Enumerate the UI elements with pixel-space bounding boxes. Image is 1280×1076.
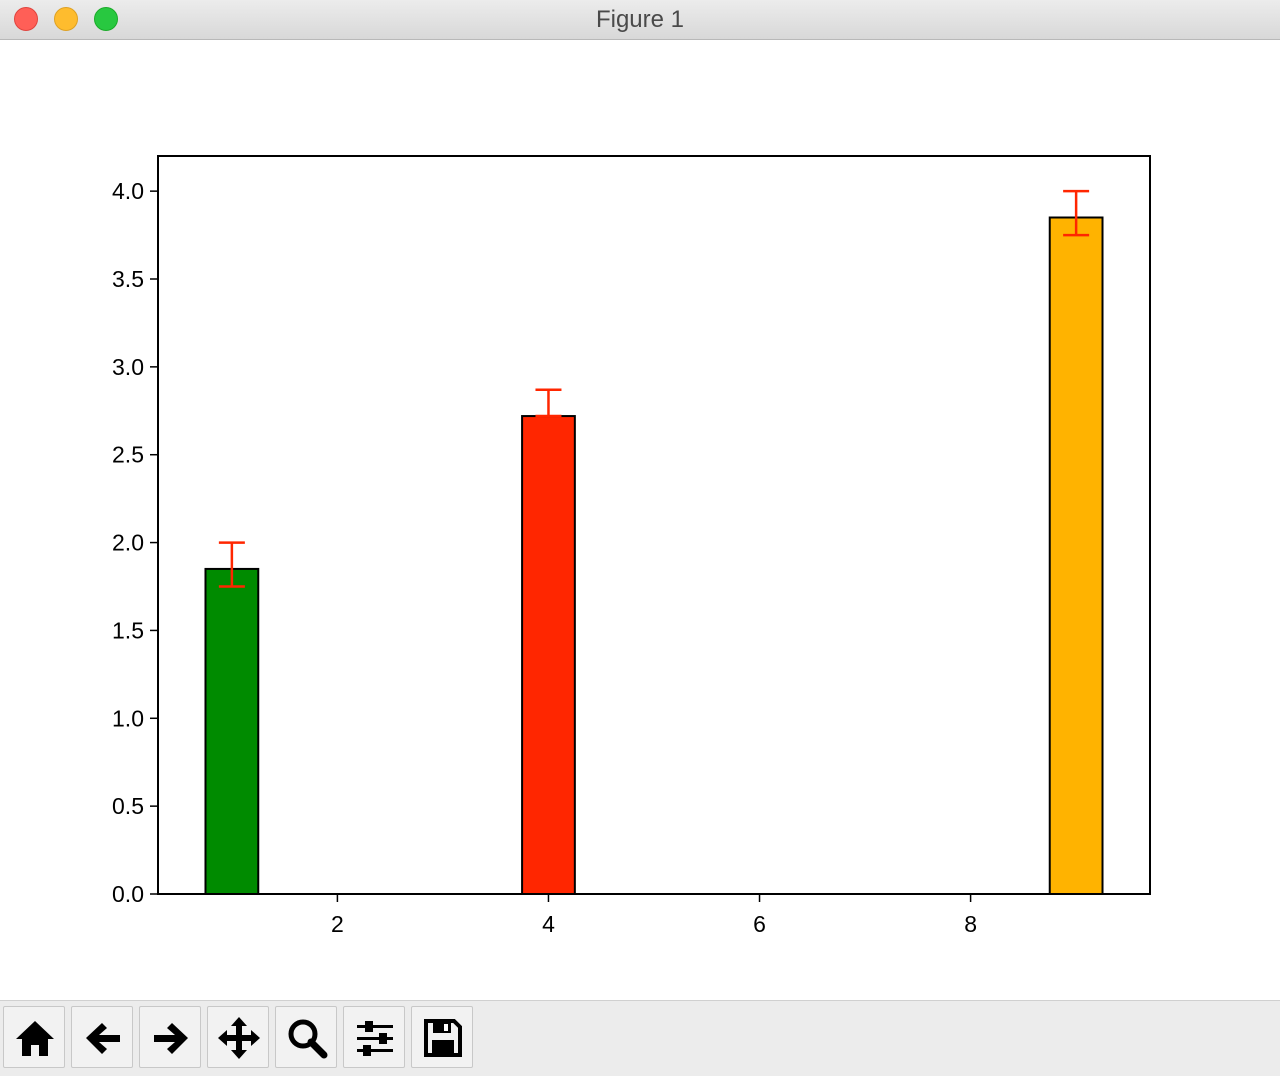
arrow-left-icon [86, 1023, 120, 1054]
x-tick-label-2: 6 [753, 911, 766, 937]
title-bar: Figure 1 [0, 0, 1280, 40]
back-button[interactable] [71, 1006, 133, 1068]
x-tick-label-3: 8 [964, 911, 977, 937]
home-button[interactable] [3, 1006, 65, 1068]
y-tick-label-3: 1.5 [112, 617, 144, 643]
minimize-window-button[interactable] [54, 7, 78, 31]
bar-3 [1048, 216, 1104, 895]
bar-chart: 0.0 0.5 1.0 1.5 2.0 2.5 3.0 3.5 4.0 2 4 6 8 [112, 155, 1151, 937]
zoom-button[interactable] [275, 1006, 337, 1068]
arrow-right-icon [154, 1023, 188, 1054]
x-tick-label-0: 2 [331, 911, 344, 937]
y-tick-label-7: 3.5 [112, 266, 144, 292]
y-tick-label-6: 3.0 [112, 354, 144, 380]
y-tick-label-4: 2.0 [112, 530, 144, 556]
forward-button[interactable] [139, 1006, 201, 1068]
figure-canvas[interactable]: 0.0 0.5 1.0 1.5 2.0 2.5 3.0 3.5 4.0 2 4 6 8 [0, 40, 1280, 1000]
configure-subplots-button[interactable] [343, 1006, 405, 1068]
y-tick-label-5: 2.5 [112, 442, 144, 468]
home-icon [16, 1021, 54, 1056]
x-tick-label-1: 4 [542, 911, 555, 937]
window-title: Figure 1 [595, 6, 685, 33]
navigation-toolbar [0, 1000, 1280, 1076]
y-tick-label-0: 0.0 [112, 881, 144, 907]
zoom-window-button[interactable] [94, 7, 118, 31]
y-tick-label-2: 1.0 [112, 705, 144, 731]
sliders-icon [357, 1021, 393, 1056]
pan-button[interactable] [207, 1006, 269, 1068]
bar-2 [521, 415, 576, 895]
move-icon [218, 1017, 260, 1059]
y-tick-label-8: 4.0 [112, 178, 144, 204]
floppy-disk-icon [424, 1019, 462, 1057]
magnifier-icon [288, 1019, 328, 1059]
bar-1 [204, 567, 260, 896]
save-button[interactable] [411, 1006, 473, 1068]
close-window-button[interactable] [14, 7, 38, 31]
y-tick-label-1: 0.5 [112, 793, 144, 819]
axes-frame [157, 155, 1151, 895]
